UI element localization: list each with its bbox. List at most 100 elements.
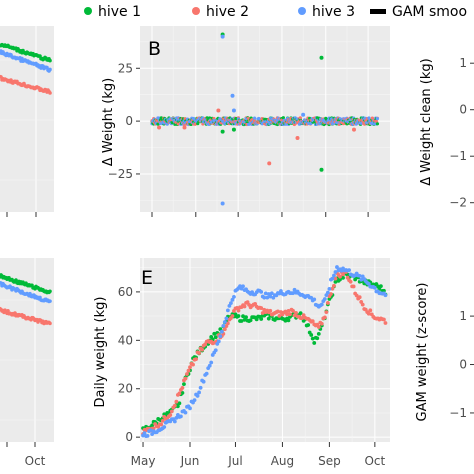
panel-e-point xyxy=(212,331,217,336)
panel-b-outlier xyxy=(295,136,300,141)
panel-b-point xyxy=(196,122,200,126)
panel-e-point xyxy=(207,363,212,368)
panel-e-point xyxy=(222,327,227,332)
panel-e-point xyxy=(227,303,232,308)
legend-hive-1-key xyxy=(84,7,92,15)
panel-b-ytick-label: 25 xyxy=(118,61,133,75)
panel-e-ytick-label: 20 xyxy=(118,382,133,396)
panel-e-point xyxy=(162,425,167,429)
panel-e-point xyxy=(183,410,188,415)
panel-e-point xyxy=(259,306,264,310)
panel-e-point xyxy=(225,321,230,326)
panel-e-point xyxy=(218,334,223,339)
panel-f-ytick-label: −1 xyxy=(449,406,467,420)
panel-e-point xyxy=(213,335,218,340)
panel-b-ytick-label: −25 xyxy=(108,167,133,181)
panel-e-point xyxy=(329,292,333,296)
panel-d-point xyxy=(48,289,52,294)
panel-e-point xyxy=(177,391,182,396)
panel-b-point xyxy=(375,116,380,121)
panel-b-outlier xyxy=(351,127,356,132)
panel-e-point xyxy=(366,281,371,286)
panel-e-point xyxy=(160,418,165,423)
panel-b-outlier xyxy=(216,108,221,113)
panel-e-point xyxy=(310,319,315,324)
panel-b-outlier xyxy=(220,201,225,206)
panel-d-point xyxy=(48,321,52,326)
legend-hive-2-key xyxy=(192,7,200,15)
panel-e-point xyxy=(232,294,236,299)
panel-d-point xyxy=(6,308,10,313)
panel-e-point xyxy=(332,283,336,288)
panel-e-point xyxy=(268,308,273,313)
panel-e-xtick-label: May xyxy=(131,454,156,468)
legend-hive-1-label: hive 1 xyxy=(98,4,141,20)
panel-f-ytick-label: 0 xyxy=(459,358,467,372)
panel-e-point xyxy=(359,277,364,282)
panel-c: Δ Weight clean (kg) −2 −1 0 1 xyxy=(419,56,474,210)
panel-b-point xyxy=(280,118,284,122)
panel-e-point xyxy=(200,347,205,352)
panel-e-point xyxy=(254,317,259,322)
panel-e-point xyxy=(198,385,203,390)
panel-e-point xyxy=(262,295,267,300)
panel-e-point xyxy=(347,268,351,272)
panel-e-point xyxy=(174,415,179,420)
panel-e-point xyxy=(300,316,305,321)
panel-e-point xyxy=(368,308,373,313)
panel-e-point xyxy=(268,294,273,299)
panel-e-point xyxy=(322,297,327,301)
panel-e-point xyxy=(180,386,185,390)
panel-b-tag: B xyxy=(148,38,161,60)
panel-e-point xyxy=(177,401,182,406)
legend-gam-key xyxy=(370,9,386,14)
panel-e-point xyxy=(222,320,227,324)
panel-e-point xyxy=(180,391,185,395)
panel-e-point xyxy=(241,314,245,319)
panel-e-point xyxy=(351,284,356,289)
panel-e-point xyxy=(333,276,338,281)
panel-d-point xyxy=(14,278,18,282)
panel-e-point xyxy=(383,293,388,298)
panel-e-point xyxy=(150,423,155,428)
panel-b-outlier xyxy=(301,112,306,117)
panel-e-point xyxy=(292,287,297,292)
panel-a-point xyxy=(48,91,52,95)
panel-c-ytick-label: 0 xyxy=(459,103,467,117)
panel-e-ytick-label: 0 xyxy=(125,430,133,444)
panel-e-tag: E xyxy=(141,267,153,289)
panel-e-point xyxy=(175,404,180,409)
panel-e-point xyxy=(327,286,332,291)
panel-e-point xyxy=(142,431,147,436)
panel-b-point xyxy=(212,116,216,121)
legend: hive 1 hive 2 hive 3 GAM smoo xyxy=(84,4,467,20)
panel-e-point xyxy=(201,379,206,384)
panel-b-point xyxy=(375,122,380,126)
panel-e-point xyxy=(244,315,248,320)
panel-e-point xyxy=(269,291,274,296)
panel-e-point xyxy=(325,301,330,305)
panel-e-point xyxy=(319,321,324,326)
panel-e-point xyxy=(266,316,271,321)
panel-e-point xyxy=(341,275,345,280)
panel-e-point xyxy=(151,426,156,431)
panel-e-point xyxy=(285,312,289,317)
panel-b-point xyxy=(281,116,285,120)
panel-b-ytick-label: 0 xyxy=(125,114,133,128)
panel-e-point xyxy=(239,319,244,323)
panel-e-point xyxy=(204,371,209,376)
panel-d-xtick-oct: Oct xyxy=(25,454,46,468)
panel-a-point xyxy=(38,54,42,58)
panel-e-point xyxy=(333,279,338,284)
panel-b-outlier xyxy=(220,129,225,134)
panel-e-point xyxy=(209,360,214,365)
panel-e-point xyxy=(224,316,229,321)
panel-e-point xyxy=(148,428,153,433)
panel-e-point xyxy=(194,357,198,362)
panel-e-point xyxy=(185,372,189,376)
panel-e-xtick-label: Aug xyxy=(271,454,294,468)
panel-e-point xyxy=(159,422,164,427)
panel-e-point xyxy=(259,317,264,321)
panel-b-outlier xyxy=(157,125,162,130)
